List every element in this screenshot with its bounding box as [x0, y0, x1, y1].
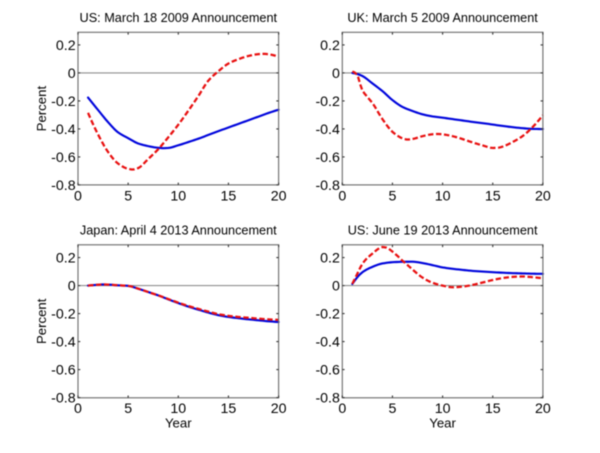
svg-text:10: 10 — [170, 401, 186, 417]
svg-text:Percent: Percent — [34, 298, 49, 344]
svg-text:15: 15 — [485, 401, 501, 417]
svg-text:0: 0 — [332, 279, 340, 295]
svg-text:20: 20 — [535, 188, 551, 204]
svg-text:0: 0 — [68, 66, 76, 82]
svg-text:15: 15 — [221, 401, 237, 417]
svg-text:-0.8: -0.8 — [315, 391, 340, 407]
svg-text:5: 5 — [389, 401, 397, 417]
svg-text:10: 10 — [170, 188, 186, 204]
svg-text:-0.4: -0.4 — [51, 335, 76, 351]
svg-text:US: June 19 2013 Announcement: US: June 19 2013 Announcement — [348, 223, 538, 237]
svg-text:5: 5 — [124, 401, 132, 417]
svg-text:0: 0 — [74, 401, 82, 417]
svg-text:-0.2: -0.2 — [51, 94, 76, 110]
svg-text:-0.6: -0.6 — [315, 363, 340, 379]
svg-text:0: 0 — [338, 188, 346, 204]
svg-text:0: 0 — [74, 188, 82, 204]
svg-text:15: 15 — [221, 188, 237, 204]
svg-text:10: 10 — [435, 188, 451, 204]
svg-text:20: 20 — [271, 401, 287, 417]
svg-text:0.2: 0.2 — [320, 38, 340, 54]
svg-text:0: 0 — [332, 66, 340, 82]
svg-text:-0.8: -0.8 — [51, 178, 76, 194]
svg-text:Year: Year — [429, 415, 456, 430]
svg-text:UK: March 5 2009 Announcement: UK: March 5 2009 Announcement — [347, 11, 538, 25]
svg-text:0: 0 — [68, 279, 76, 295]
svg-text:-0.8: -0.8 — [51, 391, 76, 407]
svg-text:-0.4: -0.4 — [315, 335, 340, 351]
svg-text:20: 20 — [535, 401, 551, 417]
svg-text:15: 15 — [485, 188, 501, 204]
svg-text:Percent: Percent — [34, 86, 49, 132]
svg-text:10: 10 — [435, 401, 451, 417]
svg-text:0.2: 0.2 — [56, 251, 76, 267]
svg-text:0.2: 0.2 — [320, 251, 340, 267]
svg-text:-0.6: -0.6 — [51, 363, 76, 379]
svg-text:20: 20 — [271, 188, 287, 204]
svg-text:5: 5 — [389, 188, 397, 204]
svg-text:-0.4: -0.4 — [51, 122, 76, 138]
svg-text:5: 5 — [124, 188, 132, 204]
svg-text:0.2: 0.2 — [56, 38, 76, 54]
svg-text:-0.8: -0.8 — [315, 178, 340, 194]
svg-text:-0.2: -0.2 — [315, 307, 340, 323]
svg-text:Japan: April 4 2013 Announceme: Japan: April 4 2013 Announcement — [80, 223, 277, 237]
svg-text:Year: Year — [165, 415, 192, 430]
svg-text:-0.6: -0.6 — [51, 150, 76, 166]
svg-text:-0.6: -0.6 — [315, 150, 340, 166]
svg-text:-0.4: -0.4 — [315, 122, 340, 138]
svg-text:0: 0 — [338, 401, 346, 417]
svg-text:US: March 18 2009 Announcement: US: March 18 2009 Announcement — [80, 11, 278, 25]
svg-text:-0.2: -0.2 — [51, 307, 76, 323]
svg-text:-0.2: -0.2 — [315, 94, 340, 110]
